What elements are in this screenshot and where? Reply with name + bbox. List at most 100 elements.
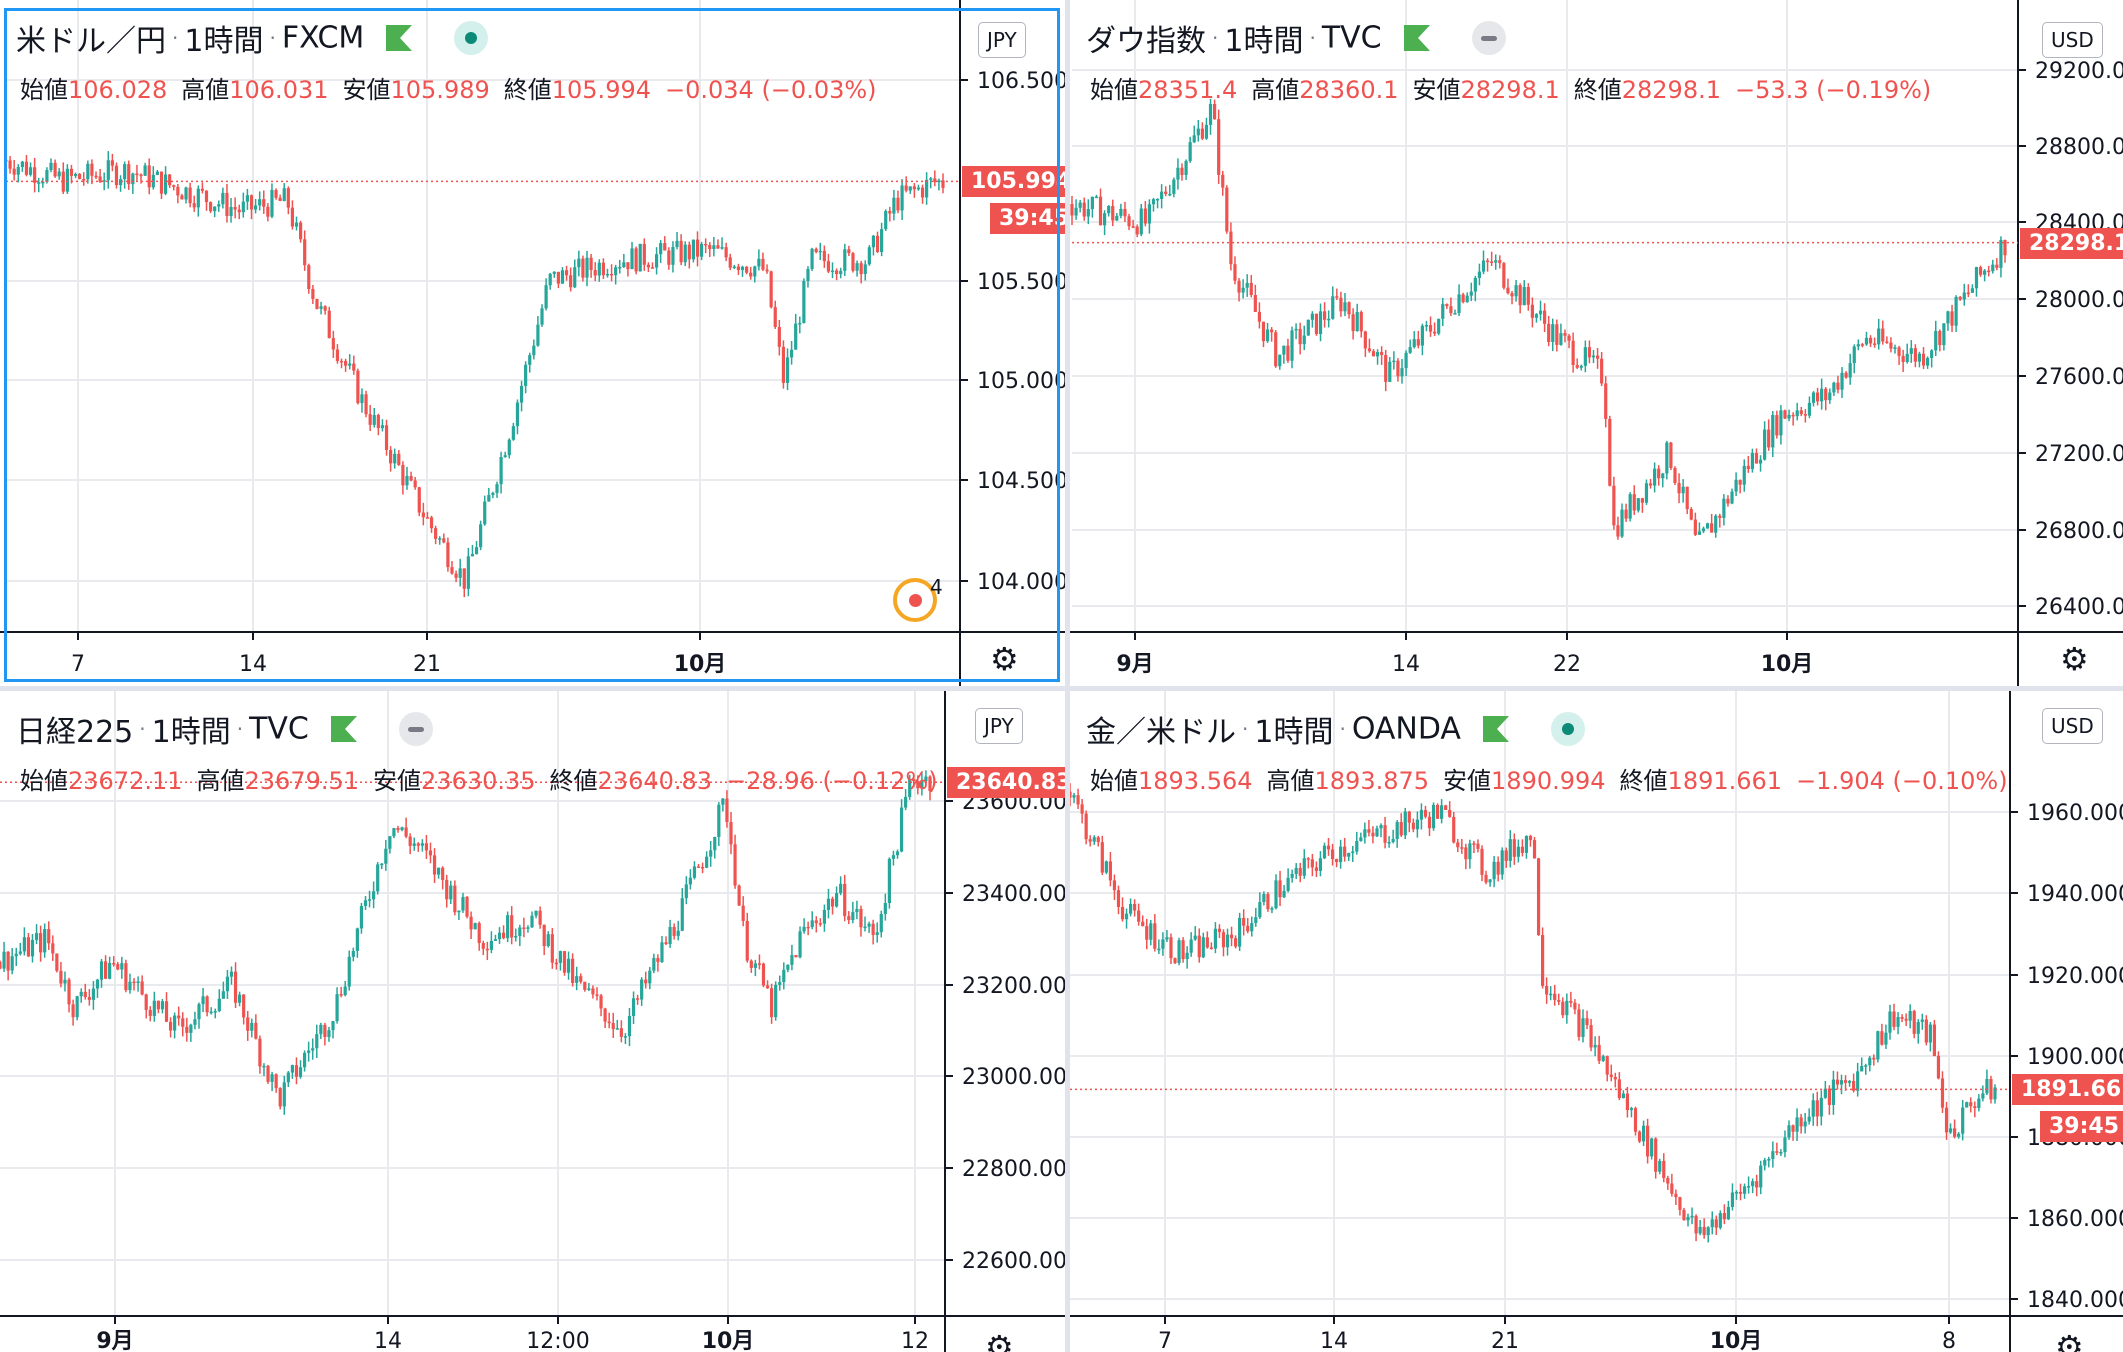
candle-body xyxy=(1896,1017,1900,1027)
candle-body xyxy=(1885,341,1889,344)
flag-icon[interactable] xyxy=(330,716,357,742)
candle-body xyxy=(560,270,565,284)
interval-label[interactable]: 1時間 xyxy=(151,715,231,750)
interval-label[interactable]: 1時間 xyxy=(1224,24,1304,59)
candle-body xyxy=(1411,822,1415,830)
candle-body xyxy=(1196,128,1200,136)
market-status-icon[interactable] xyxy=(398,712,433,746)
x-tick-label: 12:00 xyxy=(526,1329,589,1352)
candle-body xyxy=(208,202,213,212)
settings-gear-icon[interactable]: ⚙ xyxy=(990,640,1019,678)
symbol-title[interactable]: 米ドル／円 xyxy=(16,24,166,59)
candle-body xyxy=(307,1050,311,1053)
candle-body xyxy=(1763,429,1767,460)
candle-body xyxy=(1469,291,1473,296)
candle-body xyxy=(1974,267,1979,289)
candle-body xyxy=(1160,191,1164,199)
candle-body xyxy=(450,567,454,574)
candle-body xyxy=(1514,285,1518,297)
candle-body xyxy=(1650,1138,1654,1157)
gold-chart-panel[interactable]: 1960.0001940.0001920.0001900.0001880.000… xyxy=(1070,691,2123,1352)
interval-label[interactable]: 1時間 xyxy=(1254,715,1334,750)
candle-body xyxy=(1670,1183,1674,1194)
interval-label[interactable]: 1時間 xyxy=(184,24,264,59)
candle-body xyxy=(225,976,230,992)
flag-icon[interactable] xyxy=(1403,25,1430,51)
settings-gear-icon[interactable]: ⚙ xyxy=(2060,640,2089,678)
candle-body xyxy=(412,843,416,846)
vertical-divider[interactable] xyxy=(1065,0,1070,1352)
settings-gear-icon[interactable]: ⚙ xyxy=(2055,1328,2084,1352)
candle-body xyxy=(102,180,106,182)
candle-body xyxy=(611,1022,615,1030)
separator-dot: · xyxy=(139,717,146,741)
y-tick-label: 23400.00 xyxy=(962,882,1065,907)
candle-body xyxy=(393,453,397,464)
candle-body xyxy=(331,1021,335,1031)
candle-body xyxy=(770,988,774,1018)
candle-body xyxy=(1286,345,1290,361)
alert-icon[interactable] xyxy=(893,578,937,622)
candle-body xyxy=(806,926,810,929)
candle-body xyxy=(554,962,558,965)
flag-icon[interactable] xyxy=(1482,716,1509,742)
candle-body xyxy=(810,248,814,269)
candle-body xyxy=(356,370,360,404)
candle-body xyxy=(163,174,168,194)
candle-body xyxy=(242,994,246,1018)
dow-chart-panel[interactable]: 29200.0 28800.0 28400.0 28000.0 27600.0 27200… xyxy=(1070,0,2123,686)
symbol-title[interactable]: 日経225 xyxy=(16,715,134,750)
settings-gear-icon[interactable]: ⚙ xyxy=(985,1328,1014,1352)
candle-body xyxy=(1803,1121,1807,1127)
candle-body xyxy=(1133,904,1137,911)
candle-body xyxy=(1070,204,1074,216)
market-status-icon[interactable] xyxy=(454,21,489,55)
candle-body xyxy=(1844,372,1848,378)
candle-body xyxy=(274,189,278,198)
candle-body xyxy=(1795,410,1799,417)
candle-body xyxy=(120,963,124,970)
currency-badge[interactable]: JPY xyxy=(975,708,1023,744)
candle-body xyxy=(741,905,745,921)
flag-icon[interactable] xyxy=(386,25,413,51)
candle-body xyxy=(1856,344,1860,347)
candle-body xyxy=(1407,811,1411,823)
candle-body xyxy=(1518,285,1522,306)
nikkei-chart-panel[interactable]: 23600.00 23400.00 23200.00 23000.00 22800.00… xyxy=(0,691,1065,1352)
currency-badge[interactable]: USD xyxy=(2042,708,2103,744)
symbol-title[interactable]: ダウ指数 xyxy=(1086,24,1206,59)
candle-body xyxy=(481,943,485,949)
dow-chart-svg[interactable]: 29200.028800.028400.028000.027600.027200… xyxy=(1070,0,2123,686)
usdjpy-chart-panel[interactable]: 106.500 105.500 105.000 104.500 104.000 7 14 21… xyxy=(0,0,1065,686)
candle-body xyxy=(1608,418,1612,486)
candle-body xyxy=(589,257,593,271)
candle-body xyxy=(1098,196,1103,226)
market-status-icon[interactable] xyxy=(1550,712,1585,746)
candle-body xyxy=(1620,509,1624,537)
currency-badge[interactable]: JPY xyxy=(978,22,1026,58)
symbol-title[interactable]: 金／米ドル xyxy=(1086,715,1236,750)
candle-body xyxy=(65,168,69,192)
currency-badge[interactable]: USD xyxy=(2042,22,2103,58)
candle-body xyxy=(1823,1088,1827,1098)
candle-body xyxy=(1488,879,1492,883)
candle-body xyxy=(765,269,769,272)
usdjpy-chart-svg[interactable]: 106.500 105.500 105.000 104.500 104.000 7 14 21… xyxy=(0,0,1065,686)
candle-body xyxy=(904,185,908,191)
candle-body xyxy=(1380,352,1384,355)
market-status-icon[interactable] xyxy=(1471,21,1506,55)
candles xyxy=(0,770,932,1115)
candle-body xyxy=(794,323,798,350)
horizontal-divider[interactable] xyxy=(0,686,2123,691)
candle-body xyxy=(514,935,518,938)
candle-body xyxy=(12,168,16,175)
x-tick-label: 9月 xyxy=(96,1329,133,1352)
candle-body xyxy=(937,180,941,183)
nikkei-chart-svg[interactable]: 23600.0023400.0023200.0023000.0022800.00… xyxy=(0,691,1065,1352)
y-tick-label: 105.500 xyxy=(977,270,1065,295)
candle-body xyxy=(1323,311,1327,320)
candle-body xyxy=(880,229,884,252)
candle-body xyxy=(1155,198,1160,201)
candle-body xyxy=(1331,296,1335,319)
candle-body xyxy=(132,981,136,984)
